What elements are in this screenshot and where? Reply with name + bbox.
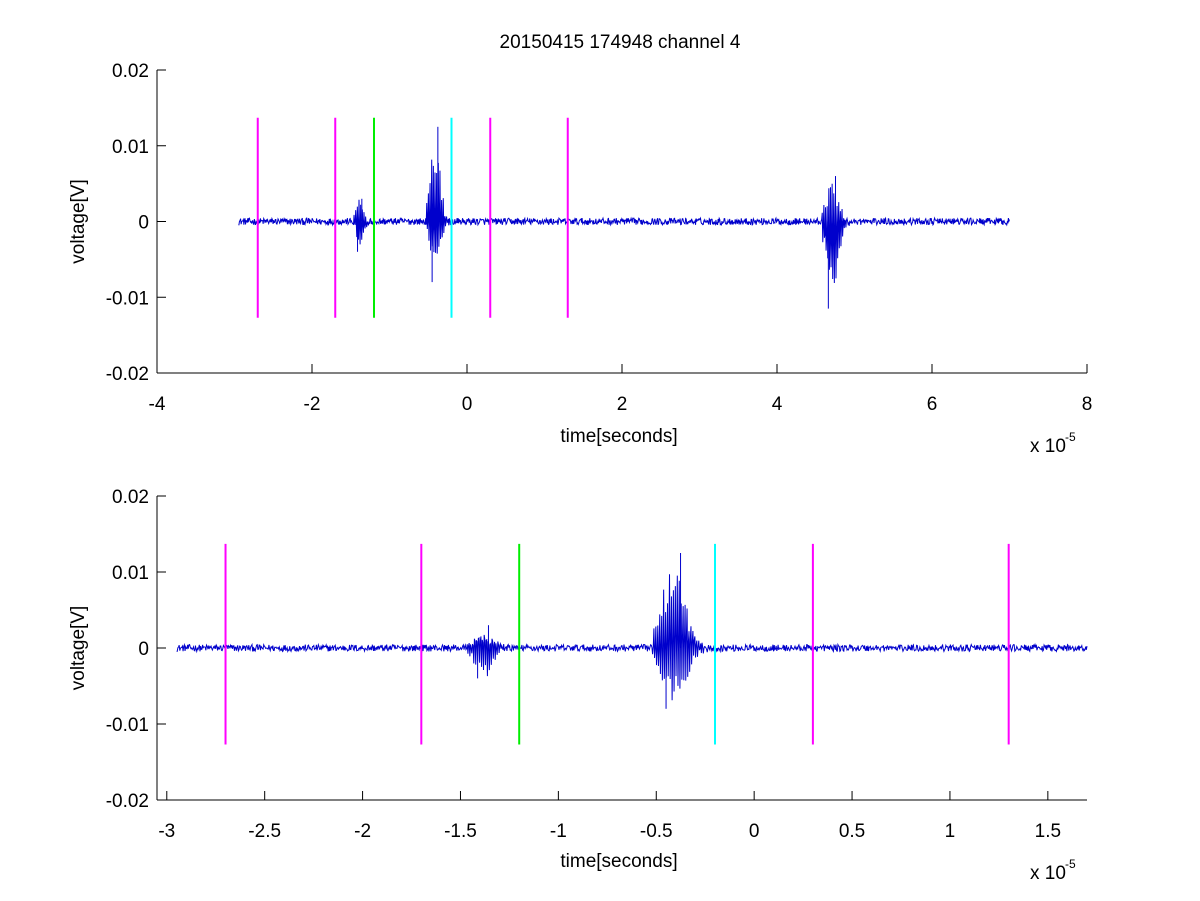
x-tick-label: -2.5 [248, 821, 281, 842]
bottom-axes: -3 -2.5 -2 -1.5 -1 -0.5 0 0.5 1 1.5 -0.02 -0.01 0 0.0… [68, 487, 1088, 884]
y-tick-label: 0.02 [112, 61, 149, 82]
y-tick-label: 0.01 [112, 563, 149, 584]
x-multiplier-exponent: -5 [1065, 857, 1076, 871]
x-tick-label: -1 [550, 821, 567, 842]
x-multiplier-label: x 10 [1030, 863, 1066, 884]
y-axis-label: voltage[V] [68, 606, 89, 691]
x-tick-label: 1.5 [1035, 821, 1061, 842]
signal-trace [238, 159, 1010, 283]
y-tick-label: 0.01 [112, 137, 149, 158]
y-tick-label: -0.02 [106, 791, 149, 812]
x-tick-label: -4 [149, 394, 166, 415]
x-axis-label: time[seconds] [560, 426, 677, 447]
x-tick-label: 6 [927, 394, 938, 415]
x-multiplier-exponent: -5 [1065, 430, 1076, 444]
x-tick-label: 4 [772, 394, 783, 415]
x-tick-label: -3 [158, 821, 175, 842]
y-tick-label: -0.01 [106, 288, 149, 309]
x-multiplier-label: x 10 [1030, 436, 1066, 457]
x-axis-label: time[seconds] [560, 851, 677, 872]
signal-trace [176, 574, 1088, 701]
figure-title: 20150415 174948 channel 4 [500, 32, 741, 53]
top-axes: -4 -2 0 2 4 6 8 -0.02 -0.01 0 0.01 0.02 time[seconds… [68, 61, 1092, 457]
y-tick-label: 0 [138, 213, 149, 234]
x-tick-label: -0.5 [640, 821, 673, 842]
x-tick-label: -2 [304, 394, 321, 415]
x-tick-label: 0.5 [839, 821, 865, 842]
x-tick-label: -1.5 [444, 821, 477, 842]
y-axis-label: voltage[V] [68, 179, 89, 264]
x-tick-label: 0 [462, 394, 473, 415]
x-tick-label: -2 [354, 821, 371, 842]
x-tick-label: 2 [617, 394, 628, 415]
y-tick-label: -0.02 [106, 364, 149, 385]
y-tick-label: 0 [138, 639, 149, 660]
x-tick-label: 8 [1082, 394, 1093, 415]
x-tick-label: 1 [945, 821, 956, 842]
x-tick-label: 0 [749, 821, 760, 842]
y-tick-label: -0.01 [106, 715, 149, 736]
y-tick-label: 0.02 [112, 487, 149, 508]
